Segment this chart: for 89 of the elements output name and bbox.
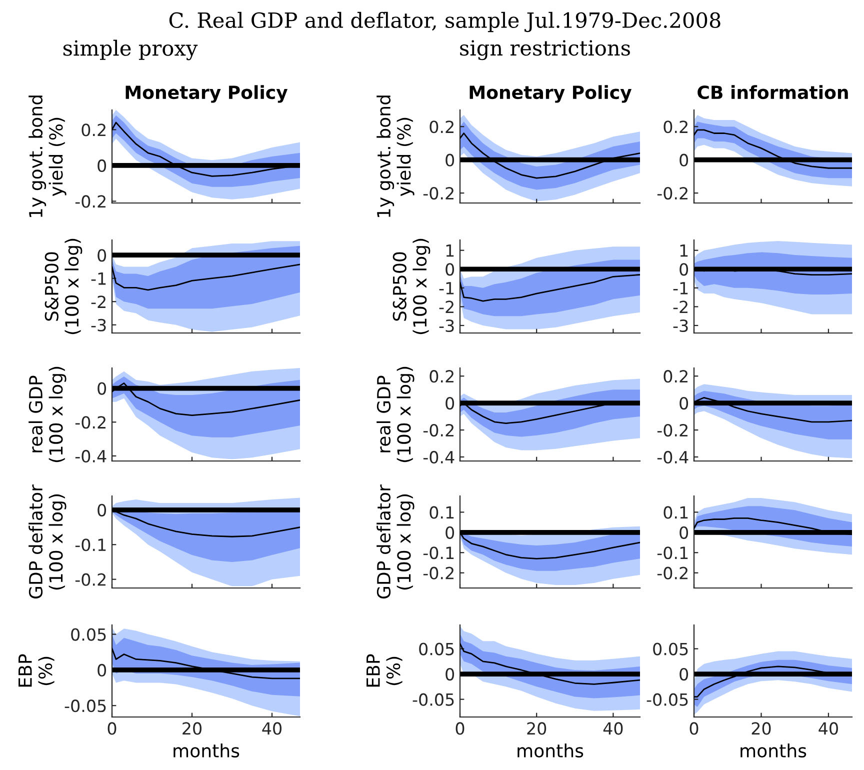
y-tick-label: 0 — [98, 382, 106, 395]
y-tick-label: 0.05 — [71, 628, 106, 641]
line-series — [460, 132, 640, 179]
y-axis-title: 1y govt. bond yield (%) — [28, 96, 66, 218]
y-tick-label: -0.05 — [64, 700, 106, 712]
line-series — [112, 264, 300, 291]
x-axis-title: months — [740, 744, 806, 758]
y-tick-label: -3 — [439, 319, 454, 332]
y-tick-label: 0 — [680, 668, 688, 681]
y-tick-label: 0 — [446, 263, 454, 276]
y-tick-label: 0.1 — [664, 506, 688, 519]
y-tick-label: 0.05 — [419, 642, 454, 656]
y-tick-label: 0 — [680, 263, 688, 276]
y-tick-label: 1 — [680, 244, 688, 257]
y-tick-label: -0.2 — [657, 424, 688, 437]
x-tick-label: 20 — [752, 722, 771, 735]
y-tick-label: -0.4 — [423, 450, 454, 464]
y-tick-label: -0.2 — [75, 195, 106, 208]
y-tick-label: -3 — [91, 318, 106, 332]
y-tick-label: -0.4 — [657, 450, 688, 464]
y-tick-label: -0.2 — [423, 187, 454, 200]
y-tick-label: -0.05 — [412, 693, 454, 706]
y-tick-label: 0 — [98, 249, 106, 262]
y-tick-label: -1 — [91, 272, 106, 285]
line-series — [112, 382, 300, 416]
line-series — [460, 274, 640, 302]
x-tick-label: 40 — [262, 722, 282, 735]
y-tick-label: -0.2 — [423, 566, 454, 580]
y-tick-label: -1 — [439, 282, 454, 294]
y-tick-label: -0.1 — [423, 546, 454, 560]
x-axis-title: months — [174, 744, 240, 758]
chart-title: CB information — [698, 85, 848, 100]
y-axis-title: real GDP (100 x log) — [376, 366, 414, 462]
x-tick-label: 0 — [108, 722, 116, 735]
y-tick-label: -0.2 — [657, 566, 688, 580]
y-axis-title: real GDP (100 x log) — [28, 366, 66, 462]
y-tick-label: 0.2 — [664, 120, 688, 134]
y-tick-label: -0.05 — [646, 693, 688, 706]
y-tick-label: -0.2 — [657, 187, 688, 200]
y-axis-title: GDP deflator (100 x log) — [28, 484, 66, 599]
y-tick-label: 0 — [98, 664, 106, 676]
y-tick-label: 0.1 — [430, 506, 454, 519]
y-tick-label: 1 — [446, 244, 454, 257]
line-series — [112, 648, 300, 680]
x-tick-label: 0 — [456, 722, 464, 735]
y-axis-title: EBP (%) — [18, 654, 54, 687]
y-tick-label: 0 — [680, 526, 688, 539]
y-tick-label: -0.4 — [75, 450, 106, 462]
text: simple proxy — [63, 40, 198, 60]
x-axis-title: months — [518, 744, 584, 758]
y-tick-label: -2 — [439, 300, 454, 314]
y-tick-label: 0.2 — [430, 370, 454, 383]
chart-title: Monetary Policy — [470, 85, 632, 103]
y-axis-title: S&P500 (100 x log) — [44, 238, 82, 334]
y-tick-label: 0 — [680, 154, 688, 166]
y-tick-label: 0 — [98, 159, 106, 172]
text: C. Real GDP and deflator, sample Jul.1979-Dec.2008 — [169, 12, 720, 32]
x-tick-label: 40 — [818, 722, 838, 735]
x-tick-label: 20 — [527, 722, 546, 735]
y-tick-label: 0.2 — [664, 370, 688, 383]
y-axis-title: GDP deflator (100 x log) — [376, 484, 414, 599]
y-tick-label: 0 — [446, 154, 454, 166]
y-tick-label: 0 — [98, 504, 106, 516]
x-tick-label: 40 — [603, 722, 623, 735]
y-tick-label: 0.05 — [653, 642, 688, 656]
y-tick-label: -0.2 — [423, 424, 454, 437]
y-axis-title: EBP (%) — [366, 654, 402, 687]
y-axis-title: S&P500 (100 x log) — [392, 238, 430, 334]
y-tick-label: 0 — [446, 668, 454, 681]
y-tick-label: 0 — [446, 526, 454, 539]
y-tick-label: 0 — [446, 397, 454, 410]
text: sign restrictions — [460, 40, 630, 60]
x-tick-label: 20 — [182, 722, 202, 735]
y-tick-label: 0 — [680, 397, 688, 410]
y-tick-label: 0.2 — [430, 120, 454, 134]
x-tick-label: 0 — [690, 722, 698, 735]
y-axis-title: 1y govt. bond yield (%) — [376, 96, 414, 218]
y-tick-label: -0.2 — [75, 416, 106, 429]
y-tick-label: -0.1 — [657, 546, 688, 560]
chart-title: Monetary Policy — [126, 85, 288, 103]
y-tick-label: 0.2 — [82, 124, 106, 136]
y-tick-label: -2 — [673, 300, 688, 314]
y-tick-label: -3 — [673, 319, 688, 332]
y-tick-label: -1 — [673, 282, 688, 294]
y-tick-label: -0.2 — [75, 573, 106, 586]
y-tick-label: -2 — [91, 296, 106, 308]
line-series — [694, 129, 852, 169]
line-series — [460, 643, 640, 685]
y-tick-label: -0.1 — [75, 538, 106, 552]
